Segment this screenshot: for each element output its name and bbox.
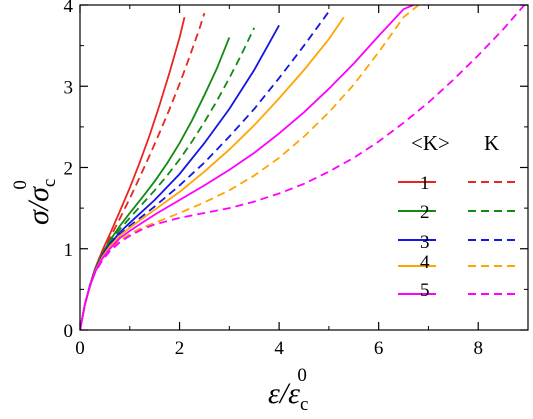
x-tick-label: 4 (274, 338, 284, 359)
series-4-solid (80, 16, 345, 330)
legend-row-1: 1 (420, 173, 430, 194)
series-3-solid (80, 24, 280, 330)
series-1-dashed (80, 12, 206, 330)
x-tick-label: 8 (473, 338, 483, 359)
legend-lines (398, 181, 516, 295)
series-5-solid (80, 5, 414, 330)
y-axis-label-group: σ/σc0 (10, 179, 60, 225)
x-axis-label: ε/εc0 (268, 365, 308, 415)
y-tick-label: 4 (64, 0, 74, 17)
series-2-dashed (80, 27, 256, 330)
y-axis-label: σ/σc0 (10, 179, 60, 225)
legend-row-4: 4 (420, 252, 430, 273)
series-lines (80, 5, 526, 330)
legend-header-left: <K> (411, 131, 450, 155)
plot-frame (79, 4, 529, 331)
legend-row-3: 3 (420, 232, 430, 253)
legend-row-2: 2 (420, 202, 430, 223)
x-tick-label: 0 (75, 338, 85, 359)
x-tick-label: 2 (175, 338, 185, 359)
y-tick-label: 0 (64, 321, 74, 342)
legend-header-right: K (484, 131, 499, 155)
y-tick-label: 3 (64, 77, 74, 98)
y-tick-label: 1 (64, 240, 74, 261)
y-tick-label: 2 (64, 159, 74, 180)
series-5-dashed (80, 5, 526, 330)
legend-row-5: 5 (420, 280, 430, 301)
x-tick-label: 6 (374, 338, 384, 359)
series-4-dashed (80, 5, 420, 330)
